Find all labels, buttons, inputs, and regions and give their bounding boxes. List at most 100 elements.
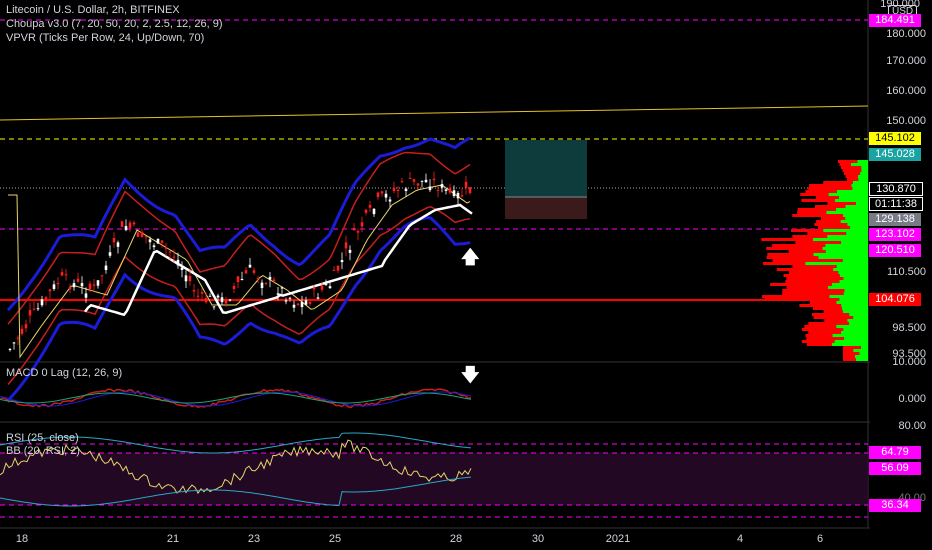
countdown-box: 01:11:38 xyxy=(869,197,923,211)
candle-body xyxy=(148,239,152,243)
candle-body xyxy=(296,303,300,305)
candle-body xyxy=(264,282,268,284)
candle-body xyxy=(16,337,20,339)
vp-up-bar xyxy=(841,304,868,307)
vp-up-bar xyxy=(836,325,868,328)
indicator-bb[interactable]: BB (20, RSI, 2) xyxy=(6,445,80,457)
candle-body xyxy=(408,177,412,179)
price-tick-150: 150.000 xyxy=(886,115,926,127)
candle-body xyxy=(268,276,272,280)
candle-body xyxy=(424,179,428,183)
candle-body xyxy=(136,232,140,237)
candle-body xyxy=(64,274,68,276)
candle-body xyxy=(208,295,212,297)
candle-body xyxy=(216,295,220,298)
vp-up-bar xyxy=(828,286,868,289)
vp-up-bar xyxy=(855,358,868,361)
vp-down-bar xyxy=(797,208,837,211)
vp-down-bar xyxy=(786,277,844,280)
vp-up-bar xyxy=(841,331,868,334)
indicator-vpvr[interactable]: VPVR (Ticks Per Row, 24, Up/Down, 70) xyxy=(6,32,205,44)
vp-up-bar xyxy=(843,277,868,280)
candle-body xyxy=(232,285,236,289)
vp-down-bar xyxy=(841,166,862,169)
vp-up-bar xyxy=(857,175,868,178)
vp-up-bar xyxy=(826,211,868,214)
vp-up-bar xyxy=(842,259,868,262)
vp-down-bar xyxy=(812,307,843,310)
macd-pane xyxy=(0,388,472,409)
candle-body xyxy=(384,193,388,198)
indicator-rsi[interactable]: RSI (25, close) xyxy=(6,432,79,444)
candle-body xyxy=(320,285,324,290)
candle-body xyxy=(248,264,252,268)
candle-body xyxy=(280,287,284,289)
vp-up-bar xyxy=(836,265,868,268)
candle-body xyxy=(36,308,40,310)
upper-band xyxy=(6,136,471,312)
price-box-104: 104.076 xyxy=(869,293,921,306)
upper-inner-band xyxy=(7,151,471,325)
target-zone[interactable] xyxy=(505,140,587,197)
vp-up-bar xyxy=(832,334,868,337)
vp-up-bar xyxy=(828,193,868,196)
vp-down-bar xyxy=(820,217,846,220)
candle-body xyxy=(140,231,144,237)
vp-up-bar xyxy=(858,178,868,181)
arrow-up-icon: 🡅 xyxy=(461,247,480,267)
vp-down-bar xyxy=(804,325,837,328)
white-ma xyxy=(84,203,473,317)
vp-down-bar xyxy=(764,298,840,301)
rsi-band-fill xyxy=(0,453,868,505)
rsi-bb-lower xyxy=(0,476,472,507)
candle-body xyxy=(308,301,312,304)
vp-down-bar xyxy=(797,211,827,214)
vp-up-bar xyxy=(838,271,868,274)
candle-body xyxy=(100,275,104,277)
candle-body xyxy=(352,227,356,231)
vp-up-bar xyxy=(853,349,868,352)
vp-down-bar xyxy=(792,214,843,217)
candle-body xyxy=(40,299,44,306)
vp-up-bar xyxy=(856,202,868,205)
candle-body xyxy=(288,297,292,299)
vp-up-bar xyxy=(845,217,868,220)
vp-up-bar xyxy=(844,337,868,340)
rsi-box-36: 36.34 xyxy=(869,499,921,512)
price-box-129: 129.138 xyxy=(869,213,921,226)
vp-up-bar xyxy=(844,289,868,292)
stop-zone[interactable] xyxy=(505,197,587,219)
vp-up-bar xyxy=(834,340,868,343)
vp-up-bar xyxy=(860,346,868,349)
indicator-choupa[interactable]: Choupa v3.0 (7, 20, 50, 20, 2, 2.5, 12, … xyxy=(6,18,223,30)
vp-up-bar xyxy=(825,244,868,247)
candle-body xyxy=(456,192,460,199)
candle-body xyxy=(300,301,304,308)
vp-up-bar xyxy=(843,328,868,331)
arrow-down-icon: 🡇 xyxy=(461,365,480,385)
candle-body xyxy=(348,249,352,253)
vp-down-bar xyxy=(795,241,842,244)
vp-down-bar xyxy=(767,253,814,256)
candle-body xyxy=(172,256,176,258)
candle-body xyxy=(376,192,380,197)
vp-down-bar xyxy=(808,331,842,334)
candle-body xyxy=(224,299,228,304)
symbol-title[interactable]: Litecoin / U.S. Dollar, 2h, BITFINEX xyxy=(6,4,180,16)
vp-down-bar xyxy=(843,358,856,361)
candle-body xyxy=(388,199,392,202)
price-tick-98: 98.500 xyxy=(892,322,926,334)
candle-body xyxy=(220,297,224,303)
price-box-current: 130.870 xyxy=(869,182,923,196)
candle-body xyxy=(176,259,180,266)
candle-body xyxy=(200,292,204,294)
price-tick-93: 93.500 xyxy=(892,348,926,360)
candle-body xyxy=(252,270,256,273)
date-25: 25 xyxy=(328,533,342,545)
vp-up-bar xyxy=(861,169,868,172)
indicator-macd[interactable]: MACD 0 Lag (12, 26, 9) xyxy=(6,367,123,379)
candle-body xyxy=(56,282,60,285)
candle-body xyxy=(260,282,264,288)
vp-down-bar xyxy=(808,187,853,190)
